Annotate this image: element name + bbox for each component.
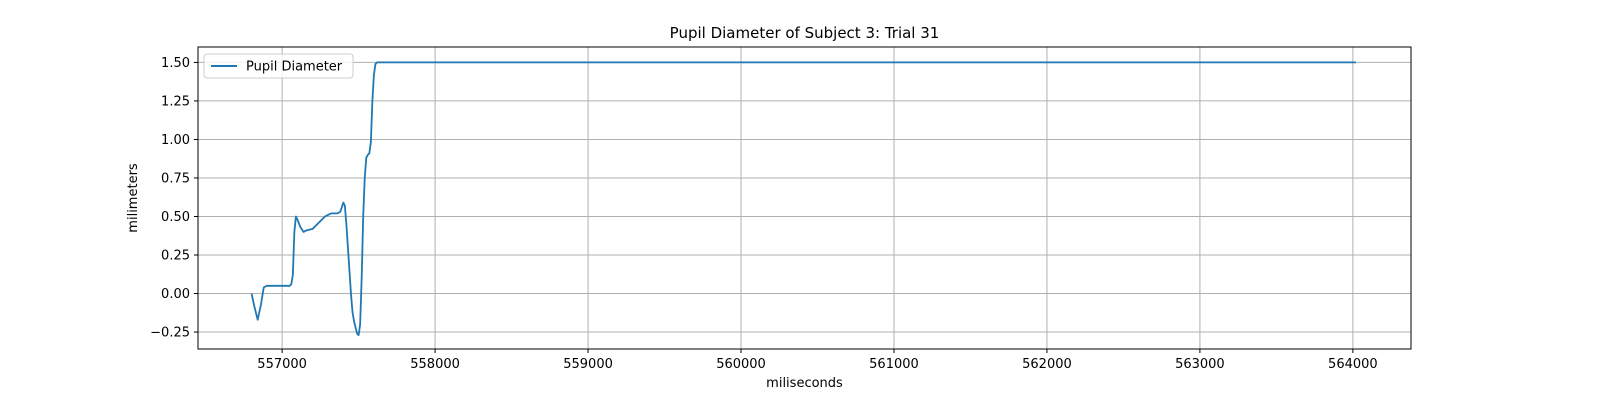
y-axis-label: milimeters xyxy=(126,163,141,233)
y-tick-label: 0.00 xyxy=(161,287,190,302)
y-tick-label: −0.25 xyxy=(150,326,190,341)
x-tick-label: 564000 xyxy=(1328,357,1378,372)
x-axis-label: miliseconds xyxy=(766,376,843,391)
x-tick-label: 559000 xyxy=(563,357,613,372)
plot-area-frame xyxy=(197,46,1412,350)
chart-title: Pupil Diameter of Subject 3: Trial 31 xyxy=(670,24,940,42)
x-tick-label: 561000 xyxy=(869,357,919,372)
series-layer xyxy=(250,61,1356,337)
y-tick-label: 1.25 xyxy=(161,94,190,109)
tick-layer: 557000 558000 559000 560000 561000 562000 5630… xyxy=(150,56,1378,372)
y-tick-label: 0.75 xyxy=(161,171,190,186)
legend: Pupil Diameter xyxy=(203,53,354,79)
legend-box xyxy=(203,53,354,79)
series-line-pupil-diameter xyxy=(250,61,1356,337)
x-tick-label: 563000 xyxy=(1175,357,1225,372)
x-tick-label: 562000 xyxy=(1022,357,1072,372)
y-tick-label: 1.00 xyxy=(161,133,190,148)
legend-label-pupil-diameter: Pupil Diameter xyxy=(246,60,343,75)
y-tick-label: 0.25 xyxy=(161,249,190,264)
y-tick-label: 1.50 xyxy=(161,56,190,71)
x-tick-label: 558000 xyxy=(410,357,460,372)
x-tick-label: 560000 xyxy=(716,357,766,372)
x-tick-label: 557000 xyxy=(257,357,307,372)
y-tick-label: 0.50 xyxy=(161,210,190,225)
